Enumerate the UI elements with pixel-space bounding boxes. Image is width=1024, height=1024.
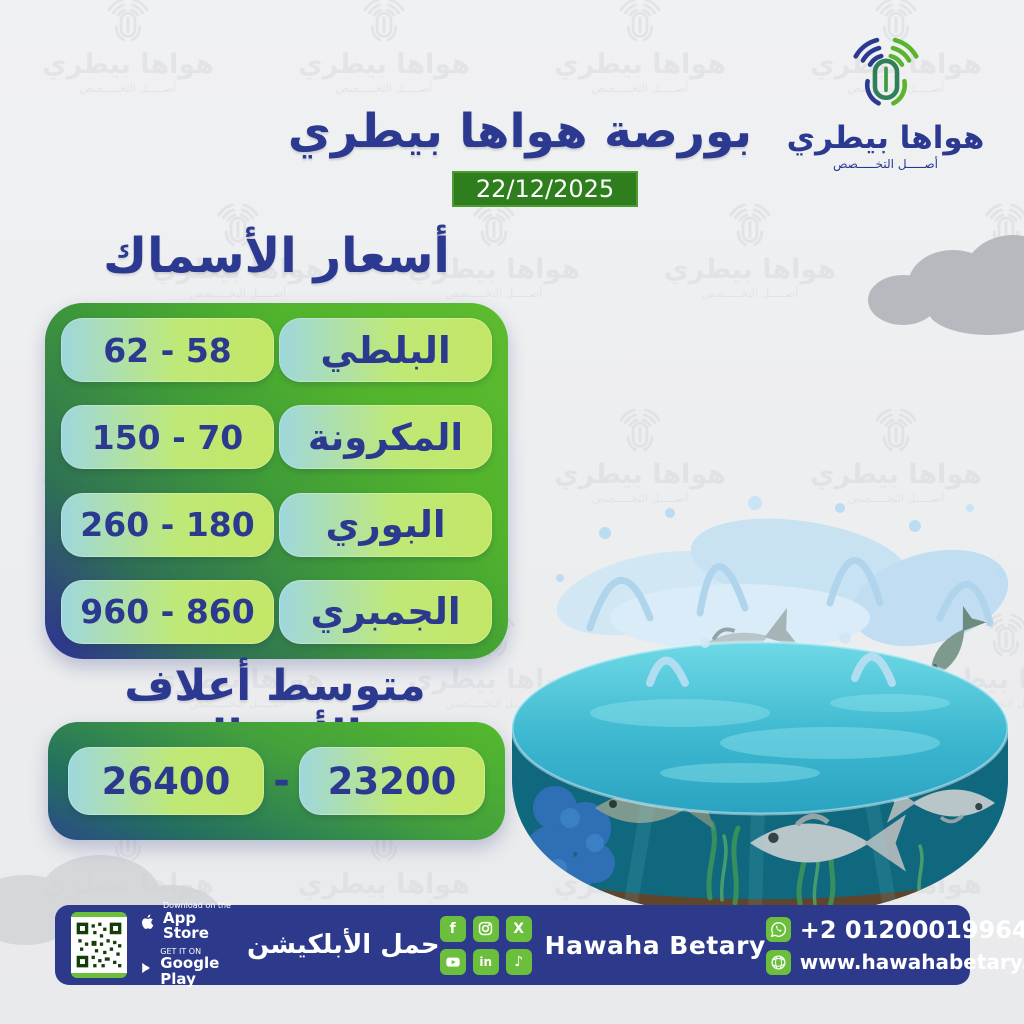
googleplay-badge[interactable]: GET IT ON Google Play (140, 947, 234, 989)
fish-name: المكرونة (279, 405, 492, 470)
table-row: المكرونة 70 - 150 (61, 405, 492, 470)
feed-separator: - (273, 758, 290, 804)
brand-logo-icon (852, 37, 919, 106)
youtube-icon[interactable] (439, 948, 466, 975)
date-badge: 22/12/2025 (452, 171, 638, 207)
table-row: البلطي 58 - 62 (61, 318, 492, 382)
googleplay-big-text: Google Play (160, 954, 220, 989)
fish-price-range: 58 - 62 (61, 318, 274, 382)
footer-bar: Download on the App Store GET IT ON Goog… (55, 901, 1024, 989)
tiktok-icon[interactable]: ♪ (505, 948, 532, 975)
fish-name: البوري (279, 492, 492, 557)
googleplay-small-text: GET IT ON (160, 947, 202, 956)
feed-max-value: 26400 (68, 747, 265, 815)
fish-aquarium-illustration (500, 478, 1024, 918)
cloud-right (868, 230, 1024, 340)
feed-min-value: 23200 (299, 747, 485, 815)
fish-name: الجمبري (279, 579, 492, 644)
brand-logo: هواها بيطري أصـــــل التخـــــصص (783, 26, 988, 171)
apple-icon (142, 914, 154, 929)
instagram-icon[interactable] (472, 915, 499, 942)
fish-prices-heading: أسعار الأسماك (103, 228, 450, 284)
qr-code[interactable] (71, 912, 127, 978)
feed-price-box: 23200 - 26400 (48, 722, 505, 840)
fish-name: البلطي (279, 318, 492, 382)
fish-price-range: 70 - 150 (61, 405, 274, 470)
globe-icon (765, 949, 791, 975)
social-icons: f X in ♪ (439, 915, 532, 975)
company-name: Hawaha Betary (544, 930, 766, 960)
brand-tagline: أصـــــل التخـــــصص (832, 156, 939, 171)
website-row[interactable]: www.hawahabetary.com (765, 949, 1024, 975)
linkedin-icon[interactable]: in (472, 948, 499, 975)
appstore-badge[interactable]: Download on the App Store (140, 901, 234, 943)
fish-price-range: 180 - 260 (61, 492, 274, 557)
page-title: بورصة هواها بيطري (287, 104, 753, 159)
phone-row[interactable]: +2 01200019964 (765, 915, 1024, 944)
download-app-label: حمل الأبلكيشن (246, 930, 440, 960)
google-play-icon (142, 962, 150, 974)
whatsapp-icon (765, 917, 791, 942)
fish-price-range: 860 - 960 (61, 579, 274, 644)
fish-price-table: البلطي 58 - 62 المكرونة 70 - 150 البوري … (45, 303, 508, 659)
appstore-big-text: App Store (163, 908, 209, 943)
phone-number: +2 01200019964 (799, 915, 1024, 944)
x-twitter-icon[interactable]: X (505, 915, 532, 942)
appstore-small-text: Download on the (163, 901, 231, 911)
facebook-icon[interactable]: f (439, 915, 466, 942)
table-row: الجمبري 860 - 960 (61, 579, 492, 644)
table-row: البوري 180 - 260 (61, 492, 492, 557)
brand-name: هواها بيطري (786, 120, 985, 156)
website-url: www.hawahabetary.com (799, 950, 1024, 974)
